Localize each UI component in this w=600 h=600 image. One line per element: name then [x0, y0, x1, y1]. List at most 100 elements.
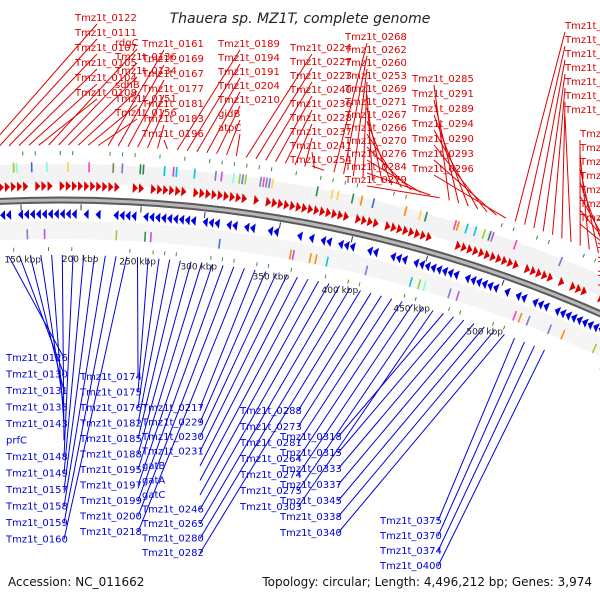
reverse-gene-arrow — [543, 302, 551, 312]
forward-leader-line — [196, 77, 241, 152]
feature-block — [314, 254, 318, 265]
feature-block — [448, 307, 451, 312]
reverse-gene-arrow — [184, 215, 191, 226]
feature-block — [512, 227, 515, 232]
forward-leader-line — [362, 81, 368, 179]
tick-mark — [425, 255, 429, 262]
reverse-leader-line — [199, 269, 256, 409]
reverse-gene-label: Tmz1t_0126 — [5, 353, 68, 364]
forward-gene-arrow — [495, 253, 502, 263]
feature-block — [336, 190, 340, 201]
forward-leader-line — [275, 95, 313, 162]
reverse-gene-arrow — [532, 298, 539, 308]
reverse-leader-line — [337, 319, 465, 470]
forward-gene-label: Tmz1t_0156 — [114, 108, 177, 119]
reverse-gene-label: Tmz1t_0133 — [5, 403, 68, 414]
forward-leader-line — [147, 109, 165, 148]
feature-block — [459, 310, 462, 315]
reverse-gene-arrow — [250, 223, 256, 234]
forward-gene-label: Tmz1t_0289 — [411, 104, 474, 115]
reverse-gene-arrow — [71, 209, 77, 220]
feature-block — [142, 164, 145, 175]
reverse-gene-arrow — [23, 209, 30, 220]
forward-leader-line — [433, 84, 450, 201]
forward-gene-arrow — [366, 216, 373, 227]
forward-gene-label: Tmz1t_0297 — [564, 77, 600, 88]
forward-gene-label: Tmz1t_0351 — [597, 246, 600, 257]
feature-block — [319, 175, 322, 180]
reverse-leader-line — [137, 258, 160, 409]
reverse-gene-label: Tmz1t_0265 — [141, 519, 204, 530]
reverse-gene-label: Tmz1t_0229 — [141, 418, 204, 429]
feature-block — [43, 229, 46, 240]
forward-gene-arrow — [557, 276, 565, 287]
tick-mark — [501, 279, 505, 286]
reverse-gene-arrow — [65, 209, 71, 219]
backbone-ring-fill — [0, 198, 600, 316]
forward-gene-label: Tmz1t_0253 — [344, 71, 407, 82]
forward-gene-arrow — [193, 187, 199, 198]
forward-gene-label: Tmz1t_0296 — [411, 164, 474, 175]
reverse-gene-label: Tmz1t_0231 — [141, 447, 204, 458]
forward-gene-arrow — [342, 211, 349, 221]
reverse-gene-arrow — [504, 287, 511, 298]
forward-gene-label: Tmz1t_0352 — [597, 274, 600, 285]
forward-gene-arrow — [265, 196, 272, 207]
forward-gene-arrow — [301, 202, 308, 213]
reverse-gene-arrow — [554, 307, 562, 317]
forward-gene-arrow — [413, 228, 420, 239]
reverse-gene-label: prfC — [6, 436, 27, 447]
reverse-gene-arrow — [267, 226, 274, 237]
feature-block — [503, 325, 506, 330]
feature-block — [291, 249, 295, 261]
feature-block — [594, 258, 597, 263]
reverse-gene-label: Tmz1t_0148 — [5, 452, 68, 463]
feature-block — [405, 194, 407, 199]
reverse-gene-label: Tmz1t_0274 — [239, 470, 302, 481]
feature-block — [295, 171, 297, 176]
forward-gene-arrow — [271, 197, 278, 208]
forward-gene-label: Tmz1t_0210 — [217, 95, 280, 106]
feature-block — [422, 280, 427, 291]
forward-gene-label: Tmz1t_0181 — [141, 99, 204, 110]
feature-block — [418, 210, 423, 221]
backbone-ring — [0, 196, 600, 318]
forward-leader-line — [366, 133, 402, 188]
feature-block — [244, 174, 248, 185]
reverse-gene-arrow — [476, 277, 483, 288]
forward-gene-arrow — [283, 199, 290, 210]
reverse-gene-arrow — [430, 263, 437, 274]
forward-gene-arrow — [241, 193, 248, 204]
reverse-gene-arrow — [396, 253, 403, 264]
forward-gene-label: Tmz1t_0196 — [141, 129, 204, 140]
reverse-gene-arrow — [487, 281, 494, 292]
feature-block — [184, 156, 186, 161]
forward-gene-arrow — [71, 181, 78, 192]
forward-gene-label: Tmz1t_0300 — [564, 35, 600, 46]
forward-gene-label: Tmz1t_0224 — [289, 43, 352, 54]
forward-gene-arrow — [425, 231, 432, 242]
feature-block — [26, 229, 29, 240]
feature-block — [267, 178, 272, 189]
reverse-gene-arrow — [214, 218, 221, 229]
reverse-gene-label: Tmz1t_0273 — [239, 422, 302, 433]
feature-block — [256, 262, 258, 267]
feature-block — [259, 176, 263, 187]
feature-block — [164, 251, 166, 256]
feature-block — [13, 247, 15, 252]
feature-block — [267, 263, 270, 268]
forward-leader-line — [265, 81, 313, 161]
reverse-gene-arrow — [390, 252, 397, 262]
forward-gene-arrow — [10, 181, 17, 192]
forward-gene-label: Tmz1t_0276 — [344, 149, 407, 160]
forward-gene-label: Tmz1t_0330 — [579, 171, 600, 182]
feature-block — [452, 220, 458, 231]
reverse-gene-arrow — [273, 227, 280, 238]
reverse-gene-label: gatB — [142, 461, 165, 472]
reverse-gene-arrow — [18, 209, 24, 220]
forward-leader-line — [48, 48, 138, 146]
feature-block — [218, 238, 221, 249]
forward-gene-arrow — [489, 251, 496, 262]
feature-block — [270, 178, 275, 189]
feature-block — [517, 312, 523, 323]
